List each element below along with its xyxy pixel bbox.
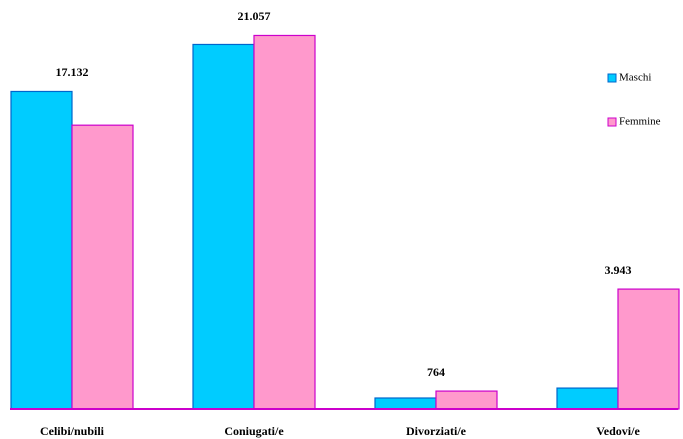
legend-label: Maschi [619,72,651,84]
legend: Maschi Femmine [607,72,661,128]
bar [192,43,255,410]
bar [556,387,619,410]
annotation: 764 [427,365,445,379]
x-tick-label: Coniugati/e [224,424,284,438]
legend-swatch [607,117,617,127]
x-tick-label: Vedovi/e [596,424,640,438]
bar [617,288,680,410]
bar [10,90,73,410]
annotation: 21.057 [238,9,271,23]
annotation: 3.943 [605,263,632,277]
x-tick-label: Divorziati/e [406,424,467,438]
annotation: 17.132 [56,65,89,79]
bar [435,390,498,410]
x-tick-label: Celibi/nubili [40,424,105,438]
legend-label: Femmine [619,116,661,128]
bar [374,397,437,410]
bar [71,124,134,410]
legend-swatch [607,73,617,83]
bar [253,34,316,410]
